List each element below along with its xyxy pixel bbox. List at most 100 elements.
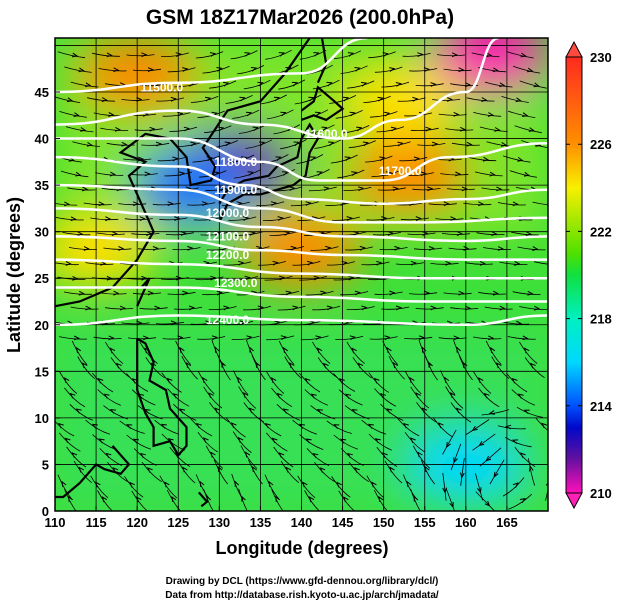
streamline	[458, 355, 473, 381]
streamline	[532, 201, 548, 206]
streamline-arrow-icon	[144, 347, 150, 354]
streamline	[139, 341, 158, 364]
streamline-arrow-icon	[492, 290, 499, 296]
streamline	[64, 66, 92, 73]
streamline-arrow-icon	[458, 67, 465, 73]
streamline	[243, 305, 272, 311]
streamline-arrow-icon	[239, 96, 246, 102]
streamline	[483, 247, 512, 250]
streamline-arrow-icon	[290, 245, 297, 251]
streamline-arrow-icon	[206, 156, 213, 162]
streamline-arrow-icon	[298, 423, 305, 429]
streamline	[77, 356, 96, 380]
streamline	[374, 291, 403, 295]
x-tick-label: 110	[45, 515, 66, 530]
streamline-arrow-icon	[461, 186, 468, 192]
streamline-arrow-icon	[371, 481, 377, 488]
streamline-arrow-icon	[152, 246, 159, 251]
streamline-arrow-icon	[444, 376, 450, 383]
streamline	[310, 246, 339, 251]
streamline-arrow-icon	[57, 422, 64, 429]
streamline	[416, 402, 437, 423]
streamline	[167, 291, 196, 295]
footer-credit-drawing: Drawing by DCL (https://www.gfd-dennou.o…	[166, 576, 439, 587]
streamline	[373, 489, 388, 511]
streamline	[443, 292, 472, 295]
contour-label: 11800.0	[214, 155, 257, 169]
streamline-arrow-icon	[359, 245, 366, 251]
streamline	[55, 217, 84, 221]
streamline	[514, 125, 542, 134]
streamline	[404, 431, 426, 453]
streamline-arrow-icon	[316, 171, 323, 176]
streamline-arrow-icon	[276, 392, 283, 399]
streamline-arrow-icon	[456, 231, 463, 236]
streamline-arrow-icon	[72, 275, 79, 281]
coastline-segment	[55, 445, 131, 499]
streamline-arrow-icon	[381, 216, 388, 221]
streamline-arrow-icon	[126, 424, 133, 429]
streamline	[371, 170, 400, 178]
streamline-arrow-icon	[257, 305, 264, 311]
streamline	[66, 446, 87, 468]
streamline	[345, 246, 374, 251]
streamline-arrow-icon	[386, 346, 392, 353]
streamline	[308, 186, 337, 192]
streamline-arrow-icon	[250, 67, 258, 72]
streamline	[228, 216, 257, 221]
streamline	[372, 232, 401, 236]
streamline	[290, 201, 319, 207]
y-axis-ticks: 0 5 10 15 20 25 30 35 40 45	[35, 85, 60, 519]
streamline	[402, 474, 418, 500]
streamline-arrow-icon	[302, 481, 308, 488]
streamline	[190, 96, 219, 103]
streamline-arrow-icon	[421, 346, 427, 353]
streamline	[162, 336, 191, 340]
contour-label: 12100.0	[206, 229, 250, 243]
streamline-arrow-icon	[389, 67, 396, 72]
streamline	[409, 68, 438, 72]
streamline-arrow-icon	[523, 347, 530, 354]
streamline-arrow-icon	[338, 378, 345, 384]
streamline	[435, 218, 464, 221]
streamline-arrow-icon	[118, 246, 125, 251]
streamline	[177, 460, 196, 484]
streamline	[269, 231, 298, 236]
streamline	[64, 387, 86, 408]
streamline-arrow-icon	[374, 438, 381, 444]
streamline-arrow-icon	[430, 305, 437, 311]
streamline	[460, 457, 465, 486]
streamline-arrow-icon	[525, 231, 532, 237]
streamline-arrow-icon	[138, 156, 145, 162]
streamline	[101, 188, 130, 191]
streamline	[233, 370, 249, 395]
streamline	[169, 126, 198, 132]
streamline	[430, 262, 459, 265]
streamline	[382, 340, 398, 365]
streamline	[152, 202, 181, 206]
streamline	[110, 357, 131, 379]
streamline	[366, 475, 385, 499]
streamline-arrow-icon	[230, 422, 237, 429]
streamline-arrow-icon	[421, 407, 428, 414]
streamline-arrow-icon	[491, 231, 498, 236]
streamline	[141, 142, 170, 146]
streamline-arrow-icon	[245, 111, 253, 117]
streamline-arrow-icon	[241, 495, 246, 502]
streamline-arrow-icon	[75, 408, 82, 414]
streamline-arrow-icon	[410, 260, 417, 266]
streamline-arrow-icon	[326, 305, 333, 311]
streamline-arrow-icon	[413, 156, 421, 162]
streamline-arrow-icon	[147, 67, 154, 73]
streamline-arrow-icon	[500, 141, 508, 147]
streamline	[200, 231, 229, 236]
streamline	[133, 448, 157, 466]
streamline	[384, 460, 403, 484]
streamline-arrow-icon	[86, 141, 93, 147]
streamline	[485, 340, 502, 365]
streamline	[85, 419, 111, 435]
streamline	[121, 322, 150, 325]
streamline	[333, 434, 359, 450]
streamline-arrow-icon	[357, 362, 364, 369]
streamline-arrow-icon	[449, 501, 454, 509]
